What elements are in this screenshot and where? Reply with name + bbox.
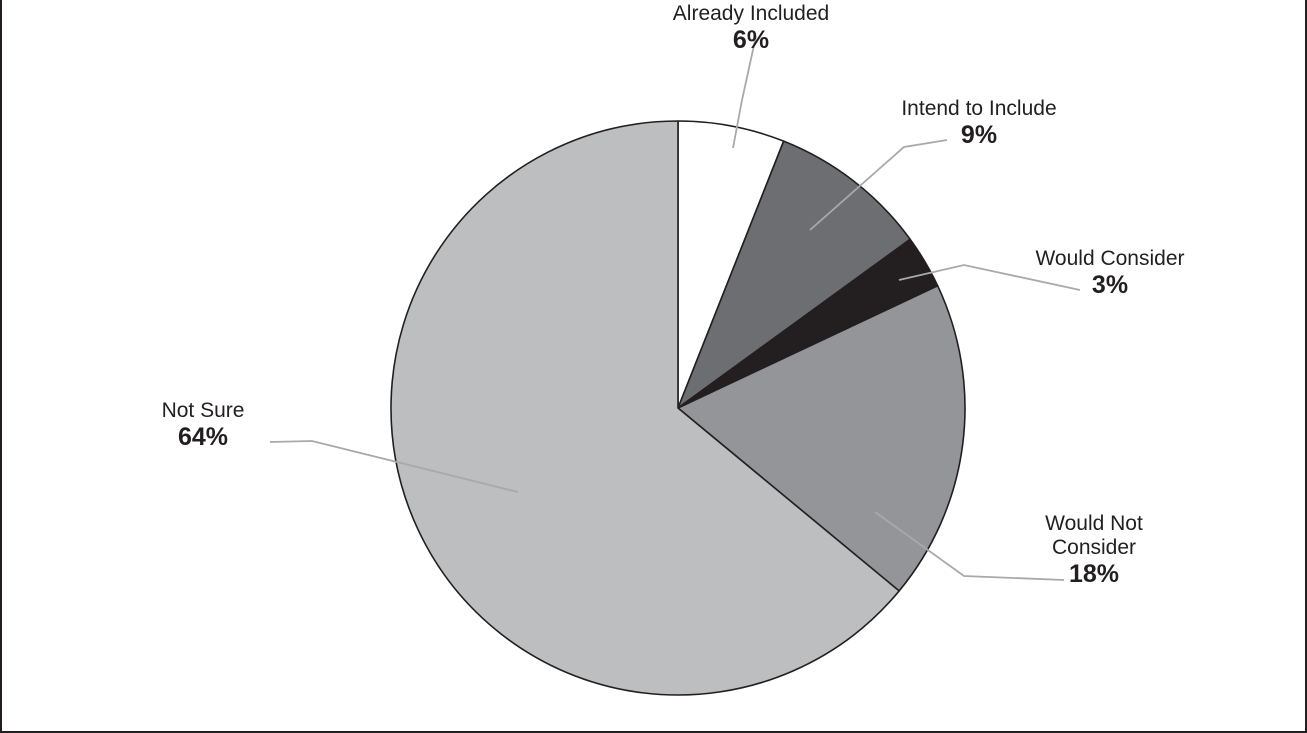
leader-line-would-not-consider bbox=[874, 511, 1065, 581]
slice-label-not-sure: Not Sure bbox=[162, 399, 245, 422]
slice-percent-not-sure: 64% bbox=[178, 423, 228, 451]
slice-label-already-included: Already Included bbox=[673, 2, 829, 25]
pie-slice-intend-to-include bbox=[677, 140, 911, 409]
pie-slice-not-sure bbox=[390, 120, 900, 696]
leader-line-not-sure bbox=[269, 440, 519, 493]
slice-percent-would-consider: 3% bbox=[1092, 271, 1128, 299]
leader-line-intend-to-include bbox=[809, 139, 948, 231]
slice-label-would-not-consider-line-1: Would Not bbox=[1045, 512, 1143, 535]
slice-label-would-not-consider-line-2: Consider bbox=[1052, 536, 1136, 559]
slice-label-would-consider: Would Consider bbox=[1035, 247, 1184, 270]
leader-line-would-consider bbox=[898, 264, 1081, 291]
leader-lines bbox=[269, 35, 1081, 581]
leader-line-already-included bbox=[732, 35, 757, 149]
slice-percent-already-included: 6% bbox=[733, 26, 769, 54]
slice-label-intend-to-include: Intend to Include bbox=[901, 97, 1056, 120]
slice-percent-would-not-consider: 18% bbox=[1069, 560, 1119, 588]
slice-percent-intend-to-include: 9% bbox=[961, 121, 997, 149]
pie-slice-would-not-consider bbox=[677, 285, 966, 592]
pie-slices bbox=[390, 120, 966, 696]
